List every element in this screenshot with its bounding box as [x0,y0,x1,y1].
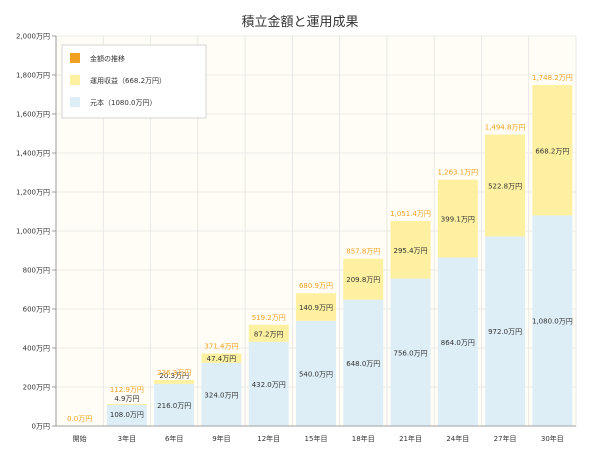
bar-return [485,134,526,237]
x-tick-label: 3年目 [118,434,136,443]
legend-item-principal-swatch [70,97,80,107]
y-tick-label: 1,800万円 [16,72,50,80]
bar-principal [248,341,289,426]
bar-return [201,353,242,363]
legend-box [61,44,207,119]
legend-item-return-swatch [70,75,80,85]
total-label: 371.4万円 [204,343,238,351]
bar-return [532,85,573,216]
bar-label-return: 47.4万円 [207,355,237,363]
y-tick-label: 1,200万円 [16,189,50,197]
y-tick-label: 2,000万円 [16,33,50,41]
total-label: 519.2万円 [252,314,286,322]
bars [106,85,573,426]
bar-principal [485,236,526,426]
bar-return [343,258,384,300]
bar-label-principal: 756.0万円 [394,349,428,357]
total-label: 1,263.1万円 [437,169,478,177]
y-tick-label: 0万円 [32,423,50,431]
bar-label-return: 87.2万円 [254,330,284,338]
bar-label-principal: 540.0万円 [299,370,333,378]
total-label: 112.9万円 [110,386,144,394]
bar-principal [296,320,336,426]
total-label: 857.8万円 [346,248,380,256]
bar-label-return: 20.3万円 [159,372,189,380]
y-tick-label: 400万円 [23,345,50,353]
total-label: 1,748.2万円 [532,74,573,82]
bar-label-principal: 216.0万円 [157,402,191,410]
bar-principal [532,215,573,426]
x-tick-label: 27年目 [494,434,517,443]
legend-item-total: 金額の推移 [90,54,125,63]
total-label: 236.3万円 [157,369,191,377]
bar-label-principal: 324.0万円 [204,391,238,399]
legend-item-total-swatch [70,53,80,63]
bar-label-return: 295.4万円 [394,247,428,255]
bar-label-return: 140.9万円 [299,304,333,312]
y-tick-label: 600万円 [23,306,50,314]
bar-label-principal: 432.0万円 [252,381,286,389]
bar-label-principal: 108.0万円 [110,411,144,419]
total-label: 1,494.8万円 [485,124,526,132]
x-tick-label: 24年目 [446,434,469,443]
total-label: 680.9万円 [299,282,333,290]
bar-return [437,179,478,258]
bar-principal [437,257,478,426]
bar-return [296,293,336,321]
x-tick-label: 12年目 [257,434,280,443]
y-tick-label: 200万円 [23,384,50,392]
bar-return [106,403,147,405]
legend-item-return: 運用収益（668.2万円） [90,76,166,85]
bar-label-return: 522.8万円 [488,182,522,190]
total-label: 1,051.4万円 [390,210,431,218]
bar-return [390,220,431,279]
x-tick-label: 30年目 [541,434,564,443]
legend-item-principal: 元本（1080.0万円） [90,98,157,107]
x-tick-label: 6年目 [165,434,183,443]
bar-return [154,379,195,384]
x-tick-label: 9年目 [212,434,230,443]
bar-principal [201,362,242,426]
bar-return [248,324,289,342]
y-tick-label: 1,600万円 [16,111,50,119]
bar-principal [390,278,431,426]
bar-label-principal: 648.0万円 [346,360,380,368]
bar-label-return: 4.9万円 [114,395,139,403]
x-tick-label: 21年目 [399,434,422,443]
total-label: 0.0万円 [67,415,92,423]
bar-label-principal: 864.0万円 [441,339,475,347]
y-tick-label: 1,400万円 [16,150,50,158]
bar-label-return: 209.8万円 [346,276,380,284]
bar-principal [106,404,147,426]
bar-principal [154,383,195,426]
bar-label-return: 399.1万円 [441,216,475,224]
x-tick-label: 18年目 [352,434,375,443]
x-tick-label: 15年目 [305,434,328,443]
bar-label-principal: 972.0万円 [488,328,522,336]
bar-label-return: 668.2万円 [535,147,569,155]
bar-principal [343,299,384,426]
x-tick-label: 開始 [73,434,87,443]
chart-title: 積立金額と運用成果 [241,14,358,30]
bar-label-principal: 1,080.0万円 [532,318,573,326]
y-tick-label: 1,000万円 [16,228,50,236]
y-tick-label: 800万円 [23,267,50,275]
axes: 0万円 200万円 400万円 600万円 800万円 1,000万円 1,200万円 1,4… [16,33,576,443]
